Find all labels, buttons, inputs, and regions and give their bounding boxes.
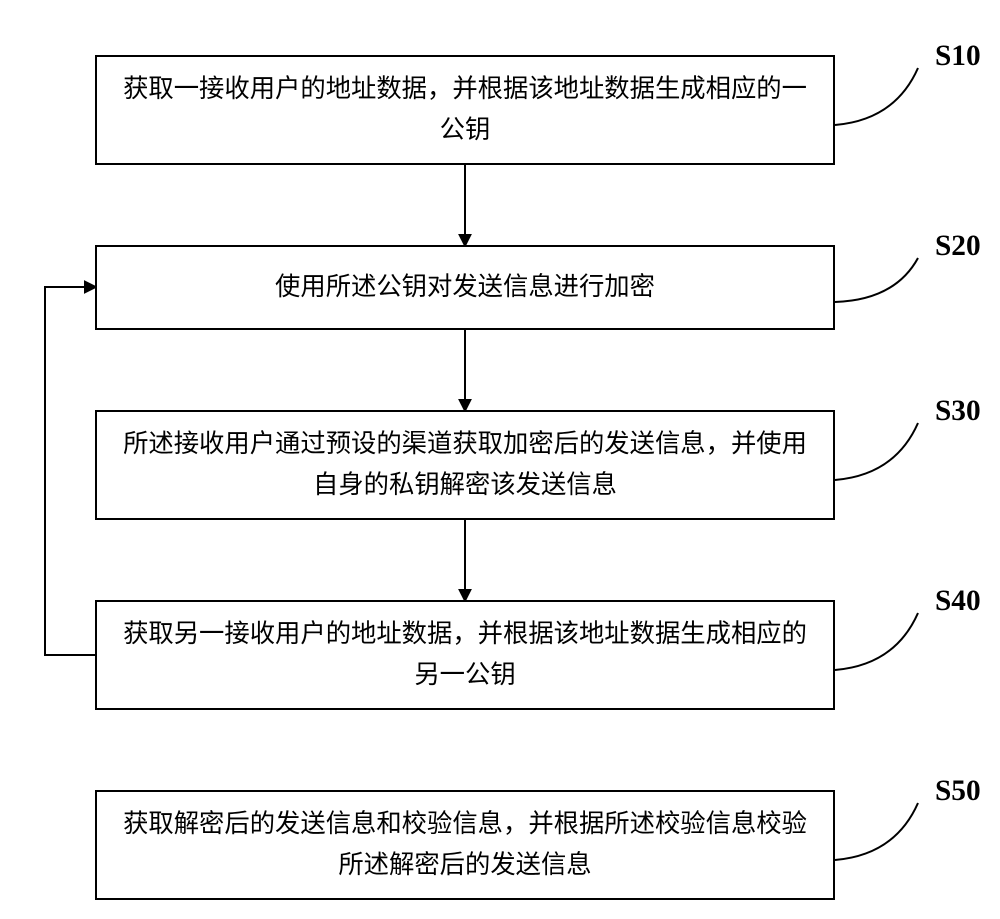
flow-node-s20: 使用所述公钥对发送信息进行加密 (95, 245, 835, 330)
leader-line-s50 (835, 803, 918, 860)
leader-line-s40 (835, 613, 918, 670)
flow-node-s40: 获取另一接收用户的地址数据，并根据该地址数据生成相应的另一公钥 (95, 600, 835, 710)
flow-node-text: 使用所述公钥对发送信息进行加密 (275, 267, 655, 308)
step-label-s30: S30 (935, 395, 981, 428)
leader-line-s10 (835, 68, 918, 125)
leader-line-s30 (835, 423, 918, 480)
step-label-s10: S10 (935, 40, 981, 73)
flow-node-s50: 获取解密后的发送信息和校验信息，并根据所述校验信息校验所述解密后的发送信息 (95, 790, 835, 900)
flow-node-text: 获取另一接收用户的地址数据，并根据该地址数据生成相应的另一公钥 (117, 614, 813, 695)
step-label-s40: S40 (935, 585, 981, 618)
leader-line-s20 (835, 258, 918, 302)
step-label-s20: S20 (935, 230, 981, 263)
flow-node-s10: 获取一接收用户的地址数据，并根据该地址数据生成相应的一公钥 (95, 55, 835, 165)
flow-node-text: 获取一接收用户的地址数据，并根据该地址数据生成相应的一公钥 (117, 69, 813, 150)
flow-node-text: 获取解密后的发送信息和校验信息，并根据所述校验信息校验所述解密后的发送信息 (117, 804, 813, 885)
flow-node-text: 所述接收用户通过预设的渠道获取加密后的发送信息，并使用自身的私钥解密该发送信息 (117, 424, 813, 505)
edge-n40-n20 (45, 287, 95, 655)
flow-node-s30: 所述接收用户通过预设的渠道获取加密后的发送信息，并使用自身的私钥解密该发送信息 (95, 410, 835, 520)
flowchart-canvas: 获取一接收用户的地址数据，并根据该地址数据生成相应的一公钥使用所述公钥对发送信息… (0, 0, 1000, 919)
step-label-s50: S50 (935, 775, 981, 808)
